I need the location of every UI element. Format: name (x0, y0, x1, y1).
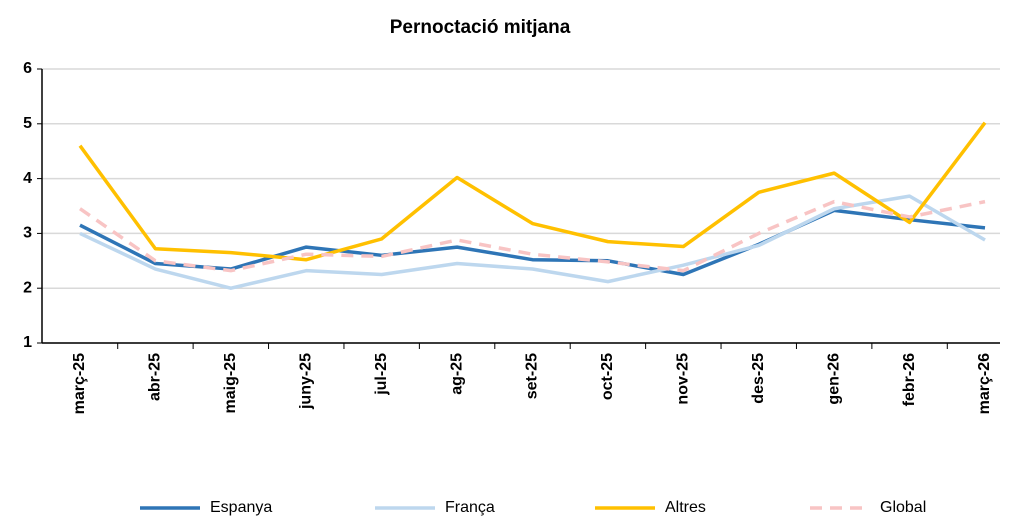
y-tick-label: 4 (23, 170, 32, 187)
y-tick-label: 5 (23, 115, 32, 132)
x-tick-label: març-26 (976, 353, 993, 414)
x-tick-label: ag-25 (448, 353, 465, 395)
legend-label: Espanya (210, 499, 272, 516)
x-tick-label: jul-25 (373, 353, 390, 396)
x-tick-label: maig-25 (222, 353, 239, 414)
x-tick-label: març-25 (71, 353, 88, 414)
y-tick-label: 2 (23, 279, 32, 296)
series-line (79, 208, 986, 277)
y-tick-label: 1 (23, 334, 32, 351)
x-tick-label: abr-25 (147, 353, 164, 401)
x-tick-label: nov-25 (675, 353, 692, 405)
legend-label: Altres (665, 499, 706, 516)
x-tick-label: juny-25 (297, 353, 314, 410)
legend-label: Global (880, 499, 926, 516)
x-tick-label: oct-25 (599, 353, 616, 400)
legend-label: França (445, 499, 495, 516)
x-tick-label: gen-26 (825, 353, 842, 405)
y-tick-label: 6 (23, 60, 32, 77)
series-line (78, 121, 987, 262)
x-tick-label: des-25 (750, 353, 767, 404)
series-line (79, 194, 986, 290)
y-tick-label: 3 (23, 225, 32, 242)
chart-title: Pernoctació mitjana (390, 17, 571, 38)
series-line (79, 199, 986, 273)
x-tick-label: febr-26 (901, 353, 918, 406)
x-tick-label: set-25 (524, 353, 541, 399)
